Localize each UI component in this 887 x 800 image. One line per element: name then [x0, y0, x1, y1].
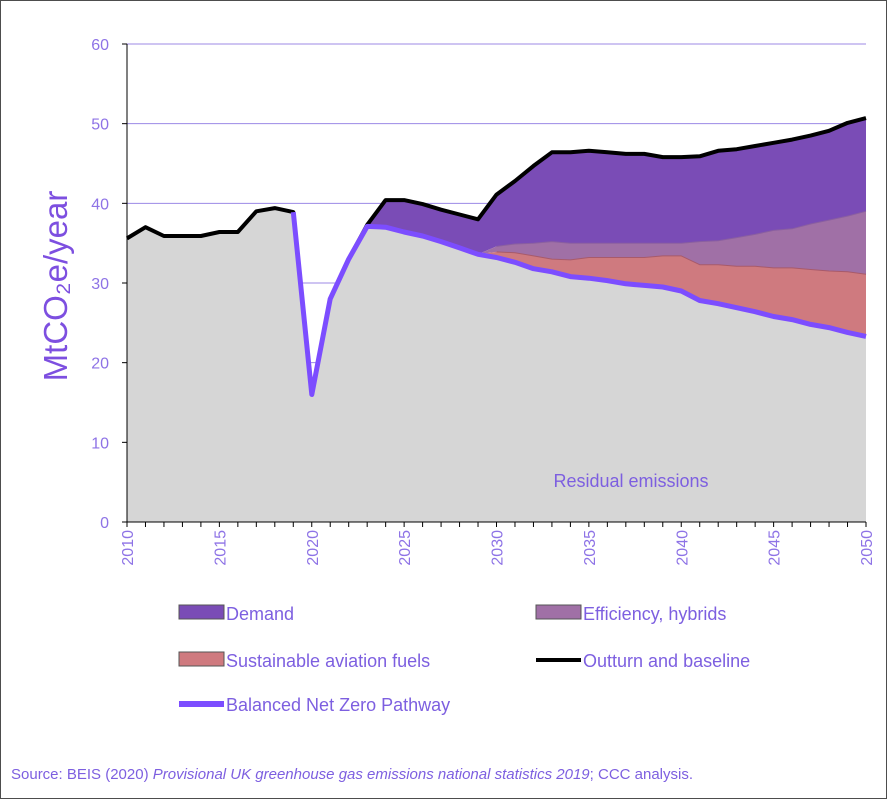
- legend-label-pathway: Balanced Net Zero Pathway: [226, 695, 450, 715]
- source-prefix: Source: BEIS (2020): [11, 766, 153, 783]
- legend-swatch-efficiency: [535, 604, 582, 620]
- outturn-baseline-line: [125, 116, 867, 397]
- x-tick-label: 2045: [767, 530, 784, 566]
- y-tick-label: 10: [91, 435, 109, 452]
- x-tick-label: 2025: [397, 530, 414, 566]
- saf-boundary: [496, 251, 867, 275]
- x-tick-label: 2050: [859, 530, 876, 566]
- y-tick-label: 40: [91, 196, 109, 213]
- y-tick-label: 0: [100, 515, 109, 532]
- x-tick-label: 2020: [305, 530, 322, 566]
- x-tick-label: 2035: [582, 530, 599, 566]
- legend-label-demand: Demand: [226, 604, 294, 624]
- legend-label-outturn: Outturn and baseline: [583, 651, 750, 671]
- source-note: Source: BEIS (2020) Provisional UK green…: [11, 766, 881, 783]
- legend-label-saf: Sustainable aviation fuels: [226, 651, 430, 671]
- residual-emissions-label: Residual emissions: [553, 471, 708, 491]
- legend: Demand Efficiency, hybrids Sustainable avi…: [178, 604, 750, 715]
- legend-swatch-saf: [178, 651, 225, 667]
- residual-emissions-area: [127, 208, 866, 522]
- x-tick-label: 2040: [674, 530, 691, 566]
- lines: [125, 116, 867, 397]
- efficiency-hybrids-area: [478, 211, 866, 275]
- x-tick-label: 2015: [212, 530, 229, 566]
- y-tick-label: 20: [91, 356, 109, 373]
- y-tick-label: 30: [91, 276, 109, 293]
- y-axis-label: MtCO₂e/year: [37, 191, 74, 382]
- y-tick-label: 60: [91, 37, 109, 54]
- y-tick-label: 50: [91, 117, 109, 134]
- net-zero-pathway-line: [290, 211, 867, 397]
- areas: [127, 118, 866, 522]
- demand-area: [367, 118, 866, 255]
- x-tick-label: 2010: [120, 530, 137, 566]
- source-suffix: ; CCC analysis.: [589, 766, 694, 783]
- legend-label-efficiency: Efficiency, hybrids: [583, 604, 726, 624]
- x-tick-label: 2030: [490, 530, 507, 566]
- legend-swatch-demand: [178, 604, 225, 620]
- source-title: Provisional UK greenhouse gas emissions …: [152, 766, 590, 783]
- efficiency-boundary: [496, 210, 867, 247]
